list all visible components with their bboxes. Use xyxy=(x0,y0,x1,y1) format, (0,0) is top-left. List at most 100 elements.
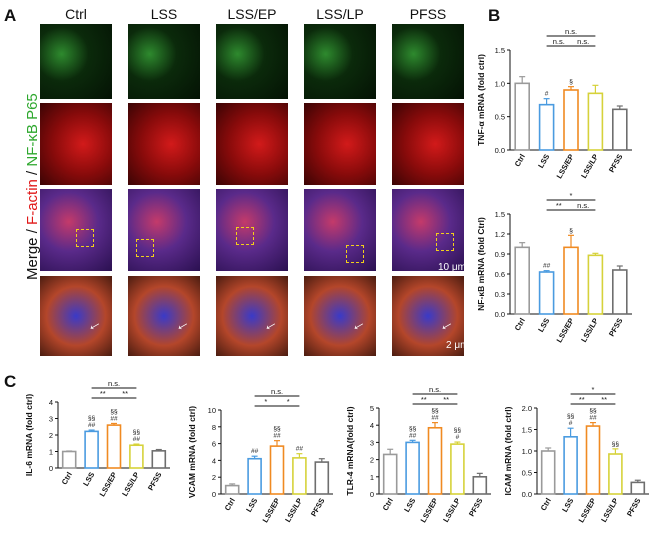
nfkb-comparison-label: * xyxy=(570,191,573,200)
nfkb-category-label: Ctrl xyxy=(513,317,527,333)
icam-sig-mark: §§ xyxy=(612,441,620,448)
il6-sig-mark: §§ xyxy=(88,415,96,422)
tlr4-comparison-label: ** xyxy=(421,395,427,404)
micrograph-merge-channel-pfss xyxy=(392,189,464,271)
tlr4-bar-ctrl xyxy=(382,453,398,495)
panel-label-c: C xyxy=(4,372,17,391)
icam-tick-label: 0.5 xyxy=(522,469,532,478)
icam-tick-label: 0.0 xyxy=(522,490,532,499)
vcam-bar-lss xyxy=(247,457,262,495)
nfkb-category-label: PFSS xyxy=(607,317,625,338)
column-header-pfss: PFSS xyxy=(409,6,447,22)
vcam-tick-label: 4 xyxy=(212,456,216,465)
tnf-sig-mark: # xyxy=(545,91,549,98)
panel-label-b: B xyxy=(488,6,501,25)
il6-comparison-label: ** xyxy=(122,389,128,398)
micrograph-factin-channel-lss-lp xyxy=(304,103,376,185)
tlr4-sig-mark: §§ xyxy=(409,425,417,432)
tnf-tick-label: 1.5 xyxy=(495,46,505,55)
tlr4-comparison-label: ** xyxy=(443,395,449,404)
tnf-bar-pfss xyxy=(611,108,628,151)
vcam-bar-lss-lp xyxy=(292,457,307,495)
tnf-bar-lss xyxy=(538,103,555,151)
vcam-tick-label: 6 xyxy=(212,440,216,449)
tnf-tick-label: 1.0 xyxy=(495,79,505,88)
icam-category-label: LSS/LP xyxy=(599,497,620,524)
vcam-sig-mark: ## xyxy=(273,433,281,440)
icam-tick-label: 1.0 xyxy=(522,447,532,456)
icam-comparison-label: ** xyxy=(601,395,607,404)
tlr4-sig-mark: ## xyxy=(431,415,439,422)
icam-bar-lss xyxy=(563,436,578,495)
zoom-region-box xyxy=(436,233,454,251)
micrograph-nfkb-channel-pfss xyxy=(392,24,464,99)
icam-tick-label: 1.5 xyxy=(522,426,532,435)
tnf-comparison-label: n.s. xyxy=(553,37,565,46)
il6-bar-lss xyxy=(84,430,99,469)
vcam-category-label: LSS xyxy=(244,497,259,514)
tnf-sig-mark: § xyxy=(569,79,573,86)
tnf-bar-lss-lp xyxy=(587,92,604,151)
tnf-tick-label: 0.0 xyxy=(495,146,505,155)
vcam-sig-mark: ## xyxy=(251,448,259,455)
tlr4-category-label: Ctrl xyxy=(381,497,395,513)
tlr4-tick-label: 3 xyxy=(370,438,374,447)
il6-sig-mark: ## xyxy=(133,436,141,443)
tnf-comparison-label: n.s. xyxy=(565,27,577,36)
micrograph-zoom-channel-lss-lp xyxy=(304,276,376,356)
vcam-comparison-label: * xyxy=(287,397,290,406)
vcam-category-label: LSS/EP xyxy=(261,497,282,525)
il6-bar-pfss xyxy=(151,450,167,469)
tlr4-sig-mark: ## xyxy=(409,432,417,439)
il6-y-axis-label: IL-6 mRNA (fold ctrl) xyxy=(24,394,34,476)
icam-y-axis-label: ICAM mRNA (fold ctrl) xyxy=(503,406,513,495)
tlr4-tick-label: 2 xyxy=(370,456,374,465)
il6-comparison-label: n.s. xyxy=(108,379,120,388)
icam-category-label: LSS/EP xyxy=(577,497,598,525)
nfkb-tick-label: 0.9 xyxy=(495,250,505,259)
nfkb-tick-label: 0.6 xyxy=(495,270,505,279)
column-header-lss: LSS xyxy=(150,6,178,22)
tnf-category-label: LSS/LP xyxy=(579,153,600,180)
il6-tick-label: 3 xyxy=(49,415,53,424)
vcam-comparison-label: * xyxy=(264,397,267,406)
icam-sig-mark: §§ xyxy=(567,413,575,420)
tlr4-sig-mark: §§ xyxy=(454,427,462,434)
tnf-tick-label: 0.5 xyxy=(495,113,505,122)
il6-sig-mark: ## xyxy=(88,422,96,429)
nfkb-comparison-label: ** xyxy=(556,201,562,210)
tlr4-category-label: LSS xyxy=(402,497,417,514)
il6-bar-lss-ep xyxy=(106,424,122,469)
micrograph-nfkb-channel-ctrl xyxy=(40,24,112,99)
column-header-lss-lp: LSS/LP xyxy=(316,6,364,22)
micrograph-nfkb-channel-lss xyxy=(128,24,200,99)
nfkb-tick-label: 1.5 xyxy=(495,210,505,219)
icam-bar-lss-ep xyxy=(585,425,601,495)
icam-bar-pfss xyxy=(630,481,646,495)
il6-category-label: LSS/LP xyxy=(120,471,141,498)
il6-category-label: Ctrl xyxy=(60,471,74,487)
micrograph-factin-channel-pfss xyxy=(392,103,464,185)
micrograph-nfkb-channel-lss-ep xyxy=(216,24,288,99)
icam-sig-mark: §§ xyxy=(589,408,597,415)
vcam-bar-ctrl xyxy=(224,484,240,495)
il6-category-label: PFSS xyxy=(146,471,164,492)
nfkb-category-label: LSS/EP xyxy=(555,317,576,345)
tlr4-sig-mark: # xyxy=(456,434,460,441)
tlr4-tick-label: 1 xyxy=(370,473,374,482)
il6-category-label: LSS/EP xyxy=(98,471,119,499)
il6-tick-label: 0 xyxy=(49,464,53,473)
micrograph-merge-channel-lss-ep xyxy=(216,189,288,271)
micrograph-zoom-channel-pfss xyxy=(392,276,464,356)
tlr4-bar-pfss xyxy=(472,475,488,495)
icam-sig-mark: # xyxy=(569,420,573,427)
tlr4-category-label: LSS/LP xyxy=(441,497,462,524)
icam-sig-mark: ## xyxy=(589,415,597,422)
icam-bar-lss-lp xyxy=(608,453,623,495)
il6-bar-lss-lp xyxy=(129,444,144,469)
il6-sig-mark: §§ xyxy=(110,408,118,415)
micrograph-zoom-channel-lss-ep xyxy=(216,276,288,356)
zoom-region-box xyxy=(346,245,364,263)
vcam-y-axis-label: VCAM mRNA (fold ctrl) xyxy=(187,406,197,498)
icam-category-label: Ctrl xyxy=(539,497,553,513)
